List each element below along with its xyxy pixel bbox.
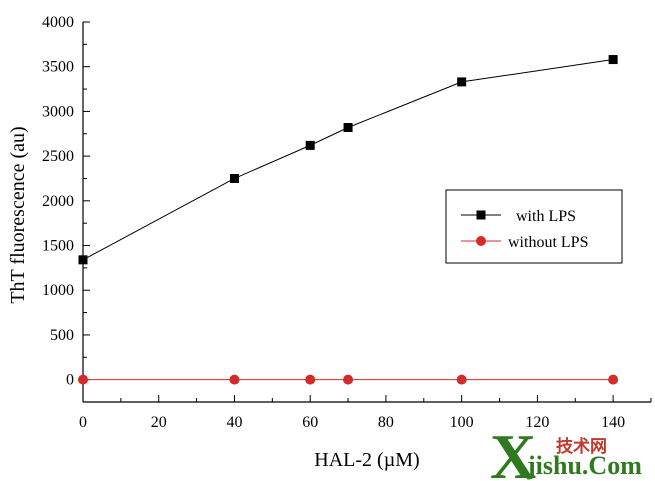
data-point-without-lps [78, 374, 88, 385]
y-axis-title: ThT fluorescence (au) [7, 126, 29, 303]
legend: with LPS without LPS [445, 189, 623, 264]
x-tick-label: 20 [151, 414, 167, 431]
data-point-with-lps [229, 173, 239, 183]
y-tick-label: 500 [50, 327, 74, 344]
legend-box [445, 189, 623, 264]
data-point-without-lps [343, 374, 354, 385]
y-tick-label: 2000 [42, 193, 74, 210]
legend-label-with-lps: with LPS [516, 208, 576, 225]
series-line-with-lps [82, 59, 614, 261]
data-point-without-lps [608, 374, 619, 385]
watermark-x-letter: X [490, 421, 536, 481]
x-tick-label: 120 [525, 414, 549, 431]
watermark-site-text: jishu.Com [526, 451, 642, 480]
legend-marker-with-lps [476, 210, 486, 220]
series-group [78, 55, 619, 385]
data-point-without-lps [456, 374, 467, 385]
x-tick-label: 140 [601, 414, 625, 431]
y-tick-label: 3000 [42, 103, 74, 120]
data-point-with-lps [608, 55, 618, 65]
data-point-with-lps [457, 77, 467, 87]
y-tick-label: 2500 [42, 148, 74, 165]
data-point-with-lps [343, 123, 353, 133]
watermark-chinese-text: 技术网 [556, 436, 607, 457]
legend-label-without-lps: without LPS [508, 234, 588, 251]
x-tick-label: 100 [450, 414, 474, 431]
y-tick-label: 3500 [42, 59, 74, 76]
axes: 0 500 1000 1500 2000 2500 3000 3500 4000 0 20 40 60 8… [42, 14, 652, 431]
y-tick-label: 4000 [42, 14, 74, 31]
x-tick-label: 40 [226, 414, 242, 431]
y-tick-label: 0 [66, 372, 74, 389]
y-tick-label: 1000 [42, 282, 74, 299]
y-tick-label: 1500 [42, 238, 74, 255]
data-point-with-lps [305, 140, 315, 150]
data-point-without-lps [229, 374, 240, 385]
watermark-logo: 技术网 X jishu.Com [490, 421, 642, 481]
x-axis-title: HAL-2 (µM) [314, 449, 419, 471]
data-point-without-lps [305, 374, 316, 385]
x-tick-label: 0 [79, 414, 87, 431]
legend-marker-without-lps [476, 236, 486, 246]
x-tick-label: 80 [378, 414, 394, 431]
data-point-with-lps [78, 255, 88, 265]
x-tick-label: 60 [302, 414, 318, 431]
